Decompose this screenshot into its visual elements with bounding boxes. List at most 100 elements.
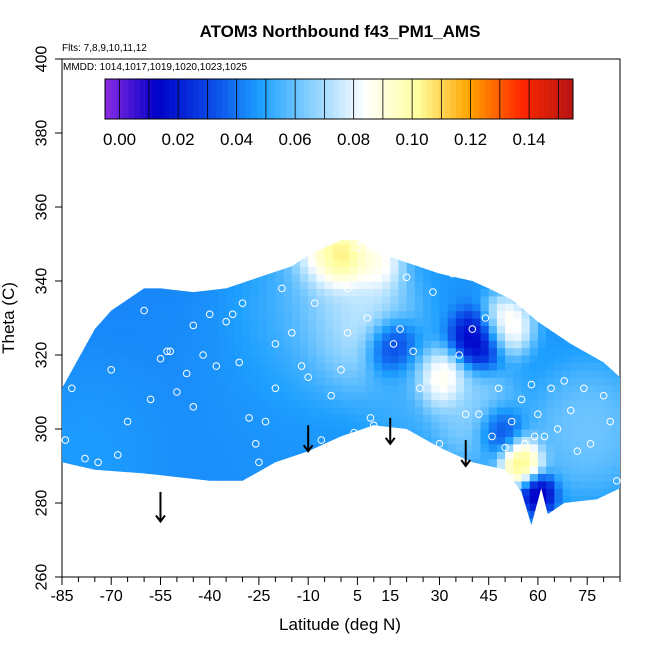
heatmap-cell <box>603 384 613 393</box>
heatmap-cell <box>201 332 211 341</box>
heatmap-cell <box>431 340 441 349</box>
sample-point <box>317 436 326 444</box>
heatmap-cell <box>250 332 260 341</box>
heatmap-cell <box>406 369 416 378</box>
heatmap-cell <box>185 295 194 304</box>
heatmap-cell <box>578 421 588 430</box>
heatmap-cell <box>398 347 408 356</box>
heatmap-cell <box>546 355 555 363</box>
sample-point <box>304 373 313 382</box>
heatmap-cell <box>562 466 572 474</box>
heatmap-cell <box>160 399 170 408</box>
heatmap-cell <box>193 414 203 423</box>
heatmap-cell <box>135 451 145 460</box>
heatmap-cell <box>537 377 547 386</box>
heatmap-cell <box>570 488 580 497</box>
heatmap-cell <box>365 303 375 312</box>
heatmap-cell <box>86 443 96 452</box>
heatmap-cell <box>414 288 424 297</box>
heatmap-cell <box>308 443 317 452</box>
heatmap-cell <box>406 332 416 341</box>
sample-point <box>123 417 132 426</box>
heatmap-cell <box>193 369 203 378</box>
heatmap-cell <box>390 288 400 297</box>
heatmap-cell <box>160 443 170 452</box>
heatmap-cell <box>423 318 432 326</box>
heatmap-cell <box>111 347 121 356</box>
heatmap-cell <box>406 362 416 371</box>
heatmap-cell <box>521 310 531 319</box>
heatmap-cell <box>587 480 596 489</box>
heatmap-cell <box>480 332 490 341</box>
heatmap-cell <box>406 310 416 319</box>
heatmap-cell <box>455 414 465 423</box>
heatmap-cell <box>242 332 252 341</box>
heatmap-cell <box>135 384 145 393</box>
heatmap-cell <box>603 421 613 430</box>
heatmap-cell <box>546 488 555 497</box>
heatmap-cell <box>185 340 194 349</box>
heatmap-cell <box>357 332 367 341</box>
heatmap-cell <box>86 436 96 445</box>
heatmap-cell <box>176 414 186 423</box>
heatmap-cell <box>168 347 178 356</box>
heatmap-cell <box>103 377 112 386</box>
heatmap-cell <box>505 399 514 408</box>
heatmap-cell <box>299 288 309 297</box>
colorbar-tick-label: 0.02 <box>162 130 195 149</box>
heatmap-cell <box>160 303 170 312</box>
heatmap-cell <box>127 295 137 304</box>
heatmap-cell <box>185 347 194 356</box>
heatmap-cell <box>308 251 317 260</box>
heatmap-cell <box>209 451 219 460</box>
heatmap-cell <box>431 310 441 319</box>
heatmap-cell <box>513 362 523 371</box>
heatmap-cell <box>554 384 564 393</box>
heatmap-cell <box>250 362 260 371</box>
heatmap-cell <box>406 399 416 408</box>
heatmap-cell <box>439 295 449 304</box>
heatmap-cell <box>193 473 203 482</box>
heatmap-cell <box>455 451 465 460</box>
colorbar-swatch <box>157 79 164 119</box>
heatmap-cell <box>496 436 506 445</box>
heatmap-cell <box>209 473 219 482</box>
heatmap-cell <box>250 369 260 378</box>
heatmap-cell <box>439 443 449 452</box>
heatmap-cell <box>135 303 145 312</box>
heatmap-cell <box>578 466 588 474</box>
heatmap-cell <box>316 362 326 371</box>
heatmap-cell <box>299 406 309 415</box>
heatmap-cell <box>611 429 620 437</box>
heatmap-cell <box>595 362 605 371</box>
heatmap-cell <box>611 443 620 452</box>
heatmap-cell <box>283 384 293 393</box>
heatmap-cell <box>603 406 613 415</box>
heatmap-cell <box>554 480 564 489</box>
colorbar-swatch <box>385 79 393 119</box>
heatmap-cell <box>127 377 137 386</box>
heatmap-cell <box>570 355 580 363</box>
heatmap-cell <box>226 414 235 423</box>
heatmap-cell <box>455 369 465 378</box>
heatmap-cell <box>201 429 211 437</box>
colorbar-swatch <box>432 79 439 119</box>
heatmap-cell <box>275 429 285 437</box>
heatmap-cell <box>168 443 178 452</box>
heatmap-cell <box>521 325 531 334</box>
heatmap-cell <box>94 362 104 371</box>
heatmap-cell <box>554 451 564 460</box>
heatmap-cell <box>488 406 498 415</box>
heatmap-cell <box>291 325 301 334</box>
heatmap-cell <box>168 325 178 334</box>
heatmap-cell <box>562 488 572 497</box>
heatmap-cell <box>103 451 112 460</box>
heatmap-cell <box>488 399 498 408</box>
heatmap-cell <box>291 414 301 423</box>
heatmap-cell <box>349 392 359 400</box>
heatmap-cell <box>349 281 359 289</box>
heatmap-cell <box>160 406 170 415</box>
colorbar-swatch <box>151 79 159 119</box>
heatmap-cell <box>119 384 129 393</box>
heatmap-cell <box>332 347 342 356</box>
